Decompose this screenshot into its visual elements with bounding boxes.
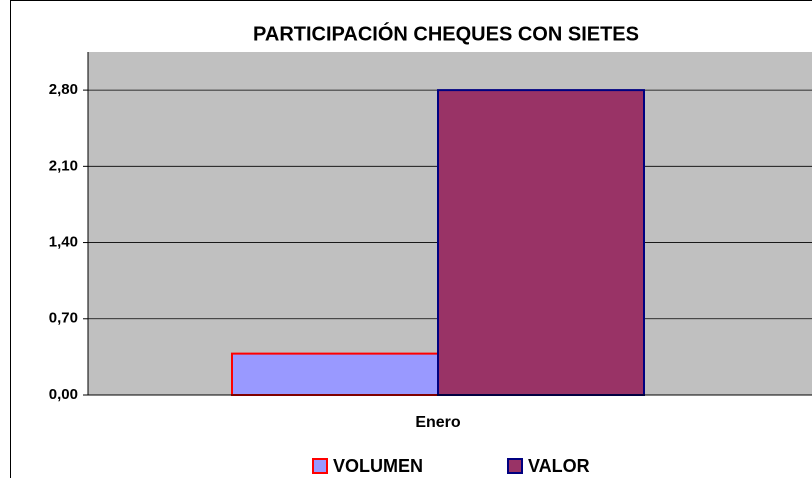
legend-swatch xyxy=(312,458,328,474)
legend-label: VALOR xyxy=(528,456,590,476)
bar xyxy=(231,352,439,396)
x-tick-label: Enero xyxy=(415,414,461,431)
y-tick-label: 0,70 xyxy=(49,310,78,327)
y-tick-label: 0,00 xyxy=(49,386,78,403)
bar xyxy=(437,89,645,396)
legend-swatch xyxy=(507,458,523,474)
y-tick-label: 2,10 xyxy=(49,157,78,174)
legend-label: VOLUMEN xyxy=(333,456,423,476)
y-tick-label: 2,80 xyxy=(49,81,78,98)
y-tick-label: 1,40 xyxy=(49,234,78,251)
chart-title: PARTICIPACIÓN CHEQUES CON SIETES xyxy=(253,21,639,45)
